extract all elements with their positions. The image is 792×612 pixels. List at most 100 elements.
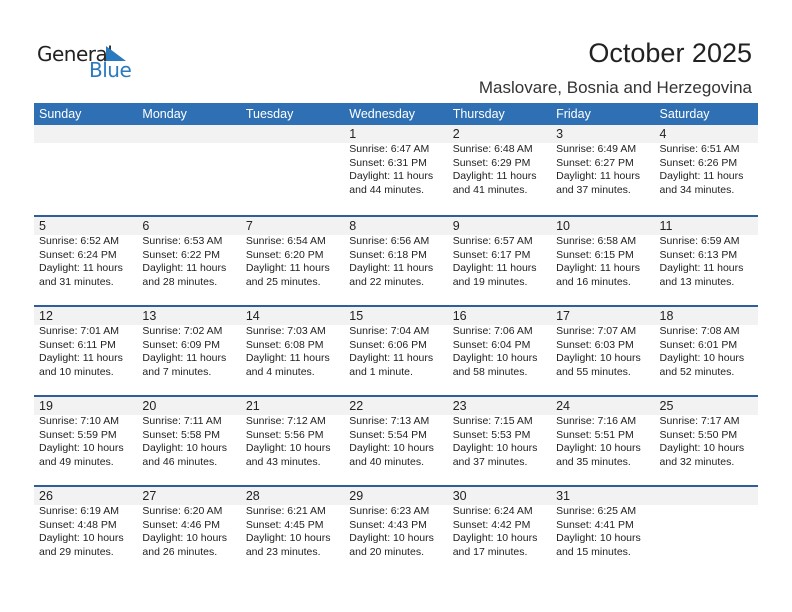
sunrise-text: Sunrise: 6:20 AM [142, 505, 223, 517]
daylight-text: Daylight: 10 hours [452, 442, 538, 454]
minutes-text: and 31 minutes. [39, 275, 114, 288]
sunrise-text: Sunrise: 7:17 AM [659, 415, 740, 427]
day-info: Sunrise: 7:07 AM Sunset: 6:03 PM Daylight:… [551, 325, 654, 379]
day-info: Sunrise: 7:02 AM Sunset: 6:09 PM Daylight:… [137, 325, 240, 379]
minutes-text: and 41 minutes. [452, 183, 528, 196]
weekday-thursday: Thursday [452, 107, 505, 121]
day-number: 19 [34, 397, 138, 415]
calendar-grid: Sunday Monday Tuesday Wednesday Thursday Frid… [34, 103, 758, 575]
day-info: Sunrise: 6:54 AM Sunset: 6:20 PM Daylight:… [241, 235, 344, 289]
sunrise-text: Sunrise: 7:03 AM [245, 325, 326, 337]
minutes-text: and 34 minutes. [659, 183, 735, 196]
day-cell [137, 125, 241, 215]
day-cell [240, 125, 345, 215]
day-number: 31 [551, 487, 655, 505]
sunrise-text: Sunrise: 6:59 AM [659, 235, 740, 247]
day-number: 18 [654, 307, 758, 325]
day-number: 4 [654, 125, 758, 143]
minutes-text: and 58 minutes. [452, 365, 528, 378]
daylight-text: Daylight: 11 hours [349, 170, 434, 182]
minutes-text: and 32 minutes. [659, 455, 735, 468]
day-info: Sunrise: 7:16 AM Sunset: 5:51 PM Daylight:… [551, 415, 654, 469]
day-cell: 12 Sunrise: 7:01 AM Sunset: 6:11 PM Dayligh… [34, 307, 138, 395]
day-cell: 5 Sunrise: 6:52 AM Sunset: 6:24 PM Daylight… [34, 217, 138, 305]
minutes-text: and 40 minutes. [349, 455, 424, 468]
sunrise-text: Sunrise: 7:06 AM [452, 325, 533, 337]
day-number [240, 125, 345, 143]
sunset-text: Sunset: 6:09 PM [142, 338, 221, 351]
sunset-text: Sunset: 6:26 PM [659, 156, 738, 169]
minutes-text: and 46 minutes. [142, 455, 218, 468]
sunrise-text: Sunrise: 7:01 AM [39, 325, 119, 337]
day-cell: 28 Sunrise: 6:21 AM Sunset: 4:45 PM Dayligh… [240, 487, 345, 575]
minutes-text: and 16 minutes. [556, 275, 631, 288]
daylight-text: Daylight: 10 hours [39, 532, 124, 544]
daylight-text: Daylight: 10 hours [142, 532, 228, 544]
day-info: Sunrise: 7:03 AM Sunset: 6:08 PM Daylight:… [241, 325, 344, 379]
sunrise-text: Sunrise: 6:52 AM [39, 235, 119, 247]
day-number: 24 [551, 397, 655, 415]
sunset-text: Sunset: 6:24 PM [39, 248, 117, 261]
minutes-text: and 26 minutes. [142, 545, 218, 558]
sunset-text: Sunset: 6:18 PM [349, 248, 427, 261]
sunrise-text: Sunrise: 7:16 AM [556, 415, 637, 427]
day-info: Sunrise: 6:19 AM Sunset: 4:48 PM Daylight:… [34, 505, 137, 559]
day-number: 5 [34, 217, 138, 235]
minutes-text: and 43 minutes. [245, 455, 321, 468]
minutes-text: and 37 minutes. [452, 455, 528, 468]
day-info: Sunrise: 6:53 AM Sunset: 6:22 PM Daylight:… [137, 235, 240, 289]
minutes-text: and 29 minutes. [39, 545, 114, 558]
day-info: Sunrise: 6:59 AM Sunset: 6:13 PM Daylight:… [655, 235, 758, 289]
daylight-text: Daylight: 10 hours [452, 532, 538, 544]
day-cell: 20 Sunrise: 7:11 AM Sunset: 5:58 PM Dayligh… [137, 397, 241, 485]
day-number [654, 487, 758, 505]
sunrise-text: Sunrise: 6:23 AM [349, 505, 430, 517]
sunset-text: Sunset: 4:48 PM [39, 518, 117, 531]
daylight-text: Daylight: 10 hours [39, 442, 124, 454]
daylight-text: Daylight: 11 hours [452, 170, 537, 182]
sunrise-text: Sunrise: 7:08 AM [659, 325, 740, 337]
weekday-friday: Friday [556, 107, 591, 121]
daylight-text: Daylight: 10 hours [556, 352, 641, 364]
minutes-text: and 10 minutes. [39, 365, 114, 378]
day-cell: 3 Sunrise: 6:49 AM Sunset: 6:27 PM Daylight… [551, 125, 655, 215]
sunrise-text: Sunrise: 7:02 AM [142, 325, 223, 337]
weekday-header: Sunday Monday Tuesday Wednesday Thursday Frid… [34, 103, 758, 125]
sunrise-text: Sunrise: 6:47 AM [349, 143, 430, 155]
daylight-text: Daylight: 11 hours [245, 352, 330, 364]
minutes-text: and 28 minutes. [142, 275, 218, 288]
daylight-text: Daylight: 10 hours [245, 532, 331, 544]
day-cell: 25 Sunrise: 7:17 AM Sunset: 5:50 PM Dayligh… [654, 397, 758, 485]
sunset-text: Sunset: 6:29 PM [452, 156, 531, 169]
day-number: 16 [447, 307, 552, 325]
minutes-text: and 37 minutes. [556, 183, 631, 196]
daylight-text: Daylight: 11 hours [452, 262, 537, 274]
weekday-monday: Monday [142, 107, 187, 121]
sunset-text: Sunset: 6:15 PM [556, 248, 634, 261]
day-cell: 1 Sunrise: 6:47 AM Sunset: 6:31 PM Daylight… [344, 125, 448, 215]
daylight-text: Daylight: 11 hours [659, 262, 744, 274]
day-cell: 21 Sunrise: 7:12 AM Sunset: 5:56 PM Dayligh… [240, 397, 345, 485]
day-info: Sunrise: 6:56 AM Sunset: 6:18 PM Daylight:… [344, 235, 447, 289]
daylight-text: Daylight: 11 hours [556, 262, 640, 274]
day-number: 1 [344, 125, 448, 143]
day-info: Sunrise: 6:23 AM Sunset: 4:43 PM Daylight:… [344, 505, 447, 559]
sunrise-text: Sunrise: 6:25 AM [556, 505, 637, 517]
day-number: 9 [447, 217, 552, 235]
daylight-text: Daylight: 11 hours [142, 262, 227, 274]
day-number: 30 [447, 487, 552, 505]
day-number: 8 [344, 217, 448, 235]
sunset-text: Sunset: 4:46 PM [142, 518, 221, 531]
sunset-text: Sunset: 6:01 PM [659, 338, 738, 351]
daylight-text: Daylight: 10 hours [556, 532, 641, 544]
sunset-text: Sunset: 6:08 PM [245, 338, 324, 351]
sunset-text: Sunset: 6:04 PM [452, 338, 531, 351]
sunrise-text: Sunrise: 7:15 AM [452, 415, 533, 427]
sunset-text: Sunset: 4:45 PM [245, 518, 324, 531]
sunset-text: Sunset: 5:53 PM [452, 428, 531, 441]
minutes-text: and 19 minutes. [452, 275, 528, 288]
week-row: 5 Sunrise: 6:52 AM Sunset: 6:24 PM Daylight… [34, 215, 758, 305]
sunset-text: Sunset: 6:31 PM [349, 156, 427, 169]
sunrise-text: Sunrise: 7:13 AM [349, 415, 430, 427]
day-number: 12 [34, 307, 138, 325]
